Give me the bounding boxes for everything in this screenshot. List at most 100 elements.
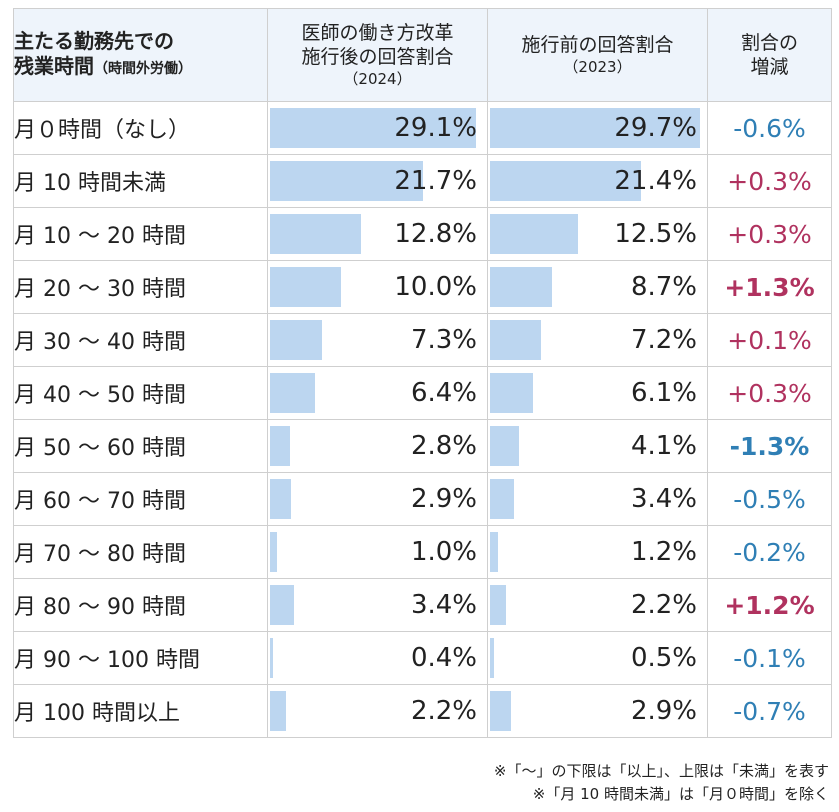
bar-after-10 xyxy=(270,638,273,678)
cell-before: 8.7% xyxy=(487,260,708,314)
value-after-10: 0.4% xyxy=(410,643,477,673)
bar-after-3 xyxy=(270,267,341,307)
cell-before: 2.2% xyxy=(487,578,708,632)
bar-after-9 xyxy=(270,585,295,625)
row-label: 月 20 〜 30 時間 xyxy=(13,260,268,314)
value-before-10: 0.5% xyxy=(630,643,697,673)
row-label: 月 60 〜 70 時間 xyxy=(13,472,268,526)
value-before-2: 12.5% xyxy=(614,219,697,249)
change-value-5: +0.3% xyxy=(707,366,832,420)
header-overtime-category: 主たる勤務先での 残業時間（時間外労働） xyxy=(13,8,268,102)
value-after-1: 21.7% xyxy=(394,166,477,196)
bar-before-10 xyxy=(490,638,494,678)
cell-after: 2.9% xyxy=(267,472,488,526)
cell-before: 21.4% xyxy=(487,154,708,208)
cell-after: 6.4% xyxy=(267,366,488,420)
value-before-11: 2.9% xyxy=(630,696,697,726)
table-row: 月 30 〜 40 時間 7.3% 7.2% +0.1% xyxy=(13,313,832,367)
bar-before-4 xyxy=(490,320,541,360)
change-value-9: +1.2% xyxy=(707,578,832,632)
change-value-1: +0.3% xyxy=(707,154,832,208)
value-after-6: 2.8% xyxy=(410,431,477,461)
value-before-7: 3.4% xyxy=(630,484,697,514)
header-col4-line2: 増減 xyxy=(750,56,789,78)
change-value-3: +1.3% xyxy=(707,260,832,314)
bar-after-8 xyxy=(270,532,278,572)
change-value-10: -0.1% xyxy=(707,631,832,685)
row-label: 月 70 〜 80 時間 xyxy=(13,525,268,579)
table-row: 月 60 〜 70 時間 2.9% 3.4% -0.5% xyxy=(13,472,832,526)
bar-after-2 xyxy=(270,214,361,254)
header-before-reform: 施行前の回答割合 （2023） xyxy=(487,8,708,102)
change-value-4: +0.1% xyxy=(707,313,832,367)
value-before-8: 1.2% xyxy=(630,537,697,567)
bar-before-0 xyxy=(490,108,700,148)
cell-before: 12.5% xyxy=(487,207,708,261)
value-before-0: 29.7% xyxy=(614,113,697,143)
header-col2-line2: 施行後の回答割合 xyxy=(301,46,454,68)
table-row: 月 70 〜 80 時間 1.0% 1.2% -0.2% xyxy=(13,525,832,579)
bar-before-5 xyxy=(490,373,534,413)
change-value-0: -0.6% xyxy=(707,101,832,155)
row-label: 月 80 〜 90 時間 xyxy=(13,578,268,632)
header-after-reform: 医師の働き方改革 施行後の回答割合 （2024） xyxy=(267,8,488,102)
header-col1-sub: （時間外労働） xyxy=(94,60,192,77)
table-row: 月 100 時間以上 2.2% 2.9% -0.7% xyxy=(13,684,832,738)
cell-after: 12.8% xyxy=(267,207,488,261)
value-before-5: 6.1% xyxy=(630,378,697,408)
cell-before: 1.2% xyxy=(487,525,708,579)
row-label: 月 10 〜 20 時間 xyxy=(13,207,268,261)
change-value-7: -0.5% xyxy=(707,472,832,526)
value-after-5: 6.4% xyxy=(410,378,477,408)
cell-after: 2.8% xyxy=(267,419,488,473)
cell-after: 7.3% xyxy=(267,313,488,367)
cell-before: 7.2% xyxy=(487,313,708,367)
row-label: 月 100 時間以上 xyxy=(13,684,268,738)
change-value-8: -0.2% xyxy=(707,525,832,579)
value-after-3: 10.0% xyxy=(394,272,477,302)
cell-before: 6.1% xyxy=(487,366,708,420)
bar-after-5 xyxy=(270,373,316,413)
cell-after: 2.2% xyxy=(267,684,488,738)
table-row: 月 40 〜 50 時間 6.4% 6.1% +0.3% xyxy=(13,366,832,420)
bar-after-7 xyxy=(270,479,291,519)
value-before-3: 8.7% xyxy=(630,272,697,302)
value-before-4: 7.2% xyxy=(630,325,697,355)
table-row: 月 20 〜 30 時間 10.0% 8.7% +1.3% xyxy=(13,260,832,314)
header-col3-line2: （2023） xyxy=(563,58,632,76)
bar-after-0 xyxy=(270,108,476,148)
footnote-2: ※「月 10 時間未満」は「月０時間」を除く xyxy=(532,785,829,803)
value-after-4: 7.3% xyxy=(410,325,477,355)
change-value-6: -1.3% xyxy=(707,419,832,473)
bar-before-8 xyxy=(490,532,499,572)
value-before-6: 4.1% xyxy=(630,431,697,461)
cell-after: 21.7% xyxy=(267,154,488,208)
bar-before-11 xyxy=(490,691,511,731)
footnote-1: ※「〜」の下限は「以上」、上限は「未満」を表す xyxy=(493,762,829,780)
bar-before-1 xyxy=(490,161,642,201)
row-label: 月 10 時間未満 xyxy=(13,154,268,208)
table-row: 月０時間（なし） 29.1% 29.7% -0.6% xyxy=(13,101,832,155)
bar-before-9 xyxy=(490,585,506,625)
bar-before-3 xyxy=(490,267,552,307)
value-before-9: 2.2% xyxy=(630,590,697,620)
table-body: 月０時間（なし） 29.1% 29.7% -0.6% 月 10 時間未満 21.7% 21.… xyxy=(13,101,832,738)
value-before-1: 21.4% xyxy=(614,166,697,196)
footnotes: ※「〜」の下限は「以上」、上限は「未満」を表す ※「月 10 時間未満」は「月０… xyxy=(494,760,829,806)
value-after-2: 12.8% xyxy=(394,219,477,249)
cell-after: 0.4% xyxy=(267,631,488,685)
header-col2-line3: （2024） xyxy=(343,70,412,88)
header-col2-line1: 医師の働き方改革 xyxy=(301,22,454,44)
change-value-2: +0.3% xyxy=(707,207,832,261)
row-label: 月 30 〜 40 時間 xyxy=(13,313,268,367)
header-col4-line1: 割合の xyxy=(740,32,798,54)
value-after-0: 29.1% xyxy=(394,113,477,143)
bar-after-11 xyxy=(270,691,286,731)
table-row: 月 90 〜 100 時間 0.4% 0.5% -0.1% xyxy=(13,631,832,685)
bar-before-2 xyxy=(490,214,579,254)
value-after-9: 3.4% xyxy=(410,590,477,620)
cell-before: 2.9% xyxy=(487,684,708,738)
cell-before: 0.5% xyxy=(487,631,708,685)
row-label: 月 40 〜 50 時間 xyxy=(13,366,268,420)
bar-after-6 xyxy=(270,426,290,466)
